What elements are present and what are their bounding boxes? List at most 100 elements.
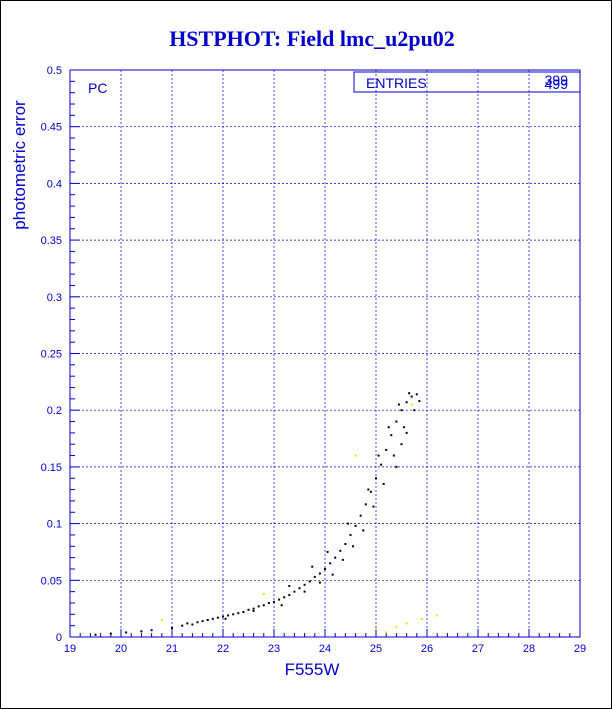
data-point <box>387 426 390 429</box>
data-point <box>326 550 329 553</box>
data-point <box>242 611 245 614</box>
x-tick-label: 19 <box>64 643 76 655</box>
data-point <box>331 573 334 576</box>
data-point <box>354 524 357 527</box>
data-point <box>400 443 403 446</box>
data-point <box>211 617 214 620</box>
data-point <box>405 401 408 404</box>
data-point <box>346 522 349 525</box>
x-tick-label: 23 <box>268 643 280 655</box>
y-tick-label: 0.35 <box>41 235 62 247</box>
data-point <box>171 626 173 629</box>
data-point <box>367 488 370 491</box>
data-point-alt <box>395 625 398 628</box>
data-point-alt <box>410 403 413 406</box>
x-tick-label: 24 <box>319 643 331 655</box>
data-point <box>227 614 230 617</box>
data-point <box>267 601 270 604</box>
data-point-alt <box>160 618 163 621</box>
data-point <box>344 543 347 546</box>
data-point <box>257 605 260 608</box>
data-point <box>288 594 291 597</box>
data-point <box>377 454 380 457</box>
x-tick-label: 26 <box>421 643 433 655</box>
data-point <box>311 565 314 568</box>
y-tick-label: 0.05 <box>41 575 62 587</box>
y-tick-label: 0.1 <box>47 519 62 531</box>
grid-lines <box>70 70 580 637</box>
data-point <box>395 465 398 468</box>
x-tick-label: 28 <box>523 643 535 655</box>
data-point <box>222 615 224 618</box>
data-point-alt <box>375 628 377 631</box>
data-point <box>395 420 398 423</box>
data-point <box>349 533 352 536</box>
data-point <box>410 395 413 398</box>
data-point <box>293 590 296 593</box>
data-point <box>380 463 383 466</box>
x-tick-label: 27 <box>472 643 484 655</box>
data-point <box>150 629 153 632</box>
data-point <box>216 616 219 619</box>
y-tick-label: 0.3 <box>47 292 62 304</box>
x-axis-label: F555W <box>285 660 340 679</box>
y-tick-label: 0.45 <box>41 122 62 134</box>
data-point <box>288 584 291 587</box>
data-point <box>382 482 385 485</box>
y-axis-label: photometric error <box>10 100 29 230</box>
data-point <box>397 403 400 406</box>
data-point <box>362 529 365 532</box>
data-point <box>415 393 418 396</box>
data-point <box>385 448 388 451</box>
stats-entries-value-1: 399 <box>545 72 569 88</box>
data-point <box>403 426 406 429</box>
y-tick-label: 0.4 <box>47 178 62 190</box>
data-point <box>280 604 283 607</box>
y-tick-label: 0.15 <box>41 462 62 474</box>
data-point <box>196 621 199 624</box>
stats-box-border <box>353 71 581 93</box>
y-tick-label: 0 <box>56 632 62 644</box>
data-point <box>303 583 306 586</box>
x-axis-ticks: 19 20 21 22 23 24 25 26 27 28 29 <box>64 629 586 655</box>
data-point <box>392 454 395 457</box>
x-tick-label: 21 <box>166 643 178 655</box>
data-point <box>400 409 403 412</box>
data-point <box>390 434 393 437</box>
data-point <box>94 633 97 636</box>
data-point <box>109 632 112 635</box>
data-point <box>273 600 275 603</box>
data-point <box>247 608 250 611</box>
data-point <box>318 581 321 584</box>
data-point <box>181 624 184 627</box>
data-point <box>408 392 411 395</box>
data-point <box>318 572 321 575</box>
data-point <box>369 490 372 493</box>
data-point <box>237 612 240 615</box>
data-point <box>405 431 408 434</box>
data-point <box>232 613 235 616</box>
y-axis-ticks: 0 0.05 0.1 0.15 0.2 0.25 0.3 0.35 0.4 0.45 0.5 <box>41 65 80 644</box>
stats-box: ENTRIES 399 499 <box>353 71 581 93</box>
data-point <box>364 503 367 506</box>
data-point <box>224 617 227 620</box>
panel-label: PC <box>88 80 107 96</box>
chart-title: HSTPHOT: Field lmc_u2pu02 <box>169 26 455 51</box>
data-point <box>413 409 416 412</box>
data-point <box>308 580 311 583</box>
data-point <box>125 631 128 634</box>
stats-entries-label: ENTRIES <box>366 75 427 91</box>
y-tick-label: 0.25 <box>41 349 62 361</box>
x-tick-label: 25 <box>370 643 382 655</box>
data-point <box>298 587 301 590</box>
data-point <box>140 630 143 633</box>
data-point <box>359 514 362 517</box>
data-point <box>278 598 281 601</box>
data-point <box>252 609 255 612</box>
data-points <box>94 392 439 636</box>
data-point <box>201 620 204 623</box>
data-point-alt <box>405 622 408 625</box>
data-point <box>206 618 209 621</box>
data-point <box>191 623 194 626</box>
y-tick-label: 0.2 <box>47 405 62 417</box>
